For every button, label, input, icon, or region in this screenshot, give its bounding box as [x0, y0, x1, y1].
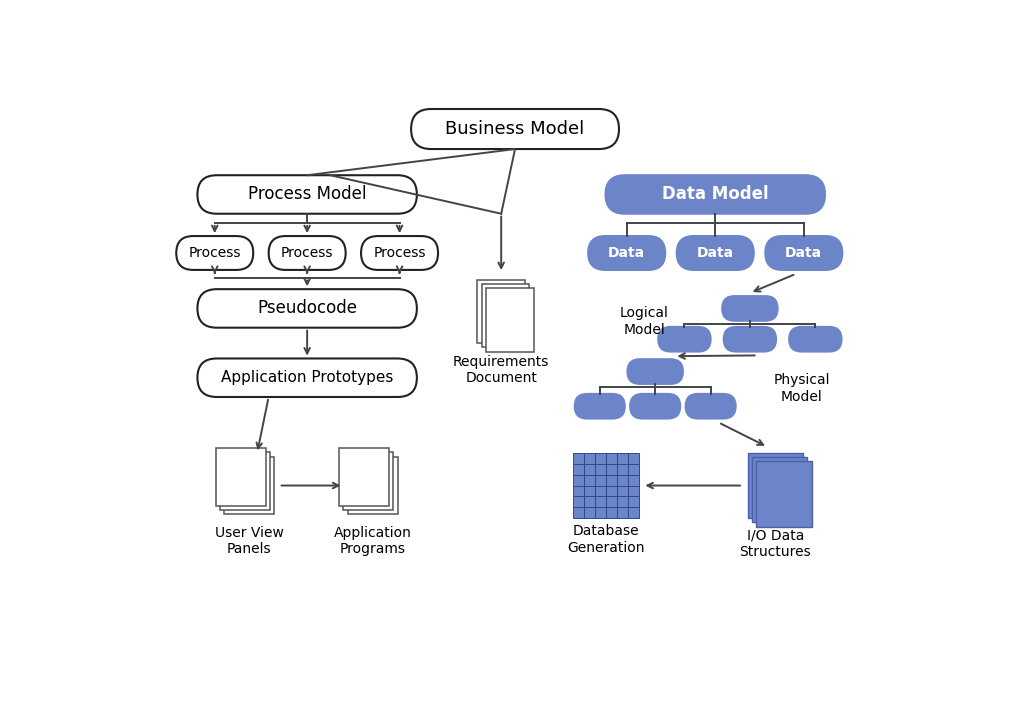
- Bar: [481, 284, 529, 347]
- FancyBboxPatch shape: [676, 236, 753, 270]
- FancyBboxPatch shape: [723, 327, 775, 352]
- Bar: [594, 486, 605, 496]
- Bar: [751, 457, 806, 522]
- Bar: [755, 461, 811, 527]
- Bar: [616, 486, 627, 496]
- Text: Process: Process: [189, 246, 240, 260]
- Text: Application
Programs: Application Programs: [333, 526, 411, 556]
- Bar: [338, 449, 389, 506]
- Bar: [605, 508, 616, 518]
- FancyBboxPatch shape: [630, 394, 680, 418]
- FancyBboxPatch shape: [411, 109, 619, 149]
- Text: Database
Generation: Database Generation: [567, 524, 644, 555]
- Text: Data: Data: [696, 246, 733, 260]
- Text: User View
Panels: User View Panels: [215, 526, 283, 556]
- Bar: [616, 496, 627, 508]
- Bar: [584, 486, 594, 496]
- Bar: [343, 453, 393, 510]
- Bar: [485, 288, 533, 352]
- Bar: [594, 475, 605, 486]
- Bar: [616, 464, 627, 475]
- Text: Physical
Model: Physical Model: [772, 373, 828, 404]
- Text: Data: Data: [785, 246, 821, 260]
- Text: Application Prototypes: Application Prototypes: [221, 370, 393, 385]
- Bar: [627, 496, 638, 508]
- Bar: [594, 508, 605, 518]
- Text: I/O Data
Structures: I/O Data Structures: [739, 529, 810, 559]
- Bar: [573, 453, 584, 464]
- Text: Process: Process: [373, 246, 425, 260]
- Bar: [477, 280, 525, 343]
- Bar: [605, 475, 616, 486]
- Bar: [605, 486, 616, 496]
- Bar: [594, 464, 605, 475]
- Text: Process Model: Process Model: [248, 186, 366, 203]
- FancyBboxPatch shape: [627, 359, 683, 384]
- Bar: [584, 453, 594, 464]
- Text: Requirements
Document: Requirements Document: [452, 354, 549, 385]
- Text: Process: Process: [280, 246, 333, 260]
- Bar: [747, 453, 802, 518]
- FancyBboxPatch shape: [574, 394, 625, 418]
- Bar: [584, 508, 594, 518]
- Bar: [616, 475, 627, 486]
- FancyBboxPatch shape: [685, 394, 735, 418]
- Bar: [573, 475, 584, 486]
- Bar: [605, 453, 616, 464]
- Text: Business Model: Business Model: [445, 120, 584, 138]
- Bar: [627, 453, 638, 464]
- Bar: [584, 475, 594, 486]
- Bar: [584, 496, 594, 508]
- Bar: [573, 508, 584, 518]
- FancyBboxPatch shape: [789, 327, 841, 352]
- FancyBboxPatch shape: [176, 236, 253, 270]
- Bar: [627, 464, 638, 475]
- Bar: [584, 464, 594, 475]
- Text: Data: Data: [607, 246, 645, 260]
- FancyBboxPatch shape: [657, 327, 710, 352]
- Bar: [573, 464, 584, 475]
- FancyBboxPatch shape: [198, 175, 417, 214]
- Bar: [627, 508, 638, 518]
- Text: Pseudocode: Pseudocode: [257, 299, 357, 318]
- FancyBboxPatch shape: [198, 289, 417, 328]
- Bar: [616, 508, 627, 518]
- Bar: [605, 464, 616, 475]
- Bar: [224, 457, 274, 515]
- Bar: [216, 449, 266, 506]
- FancyBboxPatch shape: [198, 359, 417, 397]
- FancyBboxPatch shape: [588, 236, 664, 270]
- Bar: [573, 496, 584, 508]
- Bar: [594, 453, 605, 464]
- FancyBboxPatch shape: [721, 296, 776, 321]
- Bar: [627, 486, 638, 496]
- Bar: [347, 457, 397, 515]
- Bar: [594, 496, 605, 508]
- FancyBboxPatch shape: [764, 236, 842, 270]
- FancyBboxPatch shape: [605, 175, 824, 214]
- Text: Data Model: Data Model: [661, 186, 767, 203]
- Bar: [605, 496, 616, 508]
- FancyBboxPatch shape: [268, 236, 345, 270]
- Bar: [627, 475, 638, 486]
- Bar: [616, 453, 627, 464]
- FancyBboxPatch shape: [361, 236, 437, 270]
- Text: Logical
Model: Logical Model: [620, 307, 668, 337]
- Bar: [573, 486, 584, 496]
- Bar: [220, 453, 270, 510]
